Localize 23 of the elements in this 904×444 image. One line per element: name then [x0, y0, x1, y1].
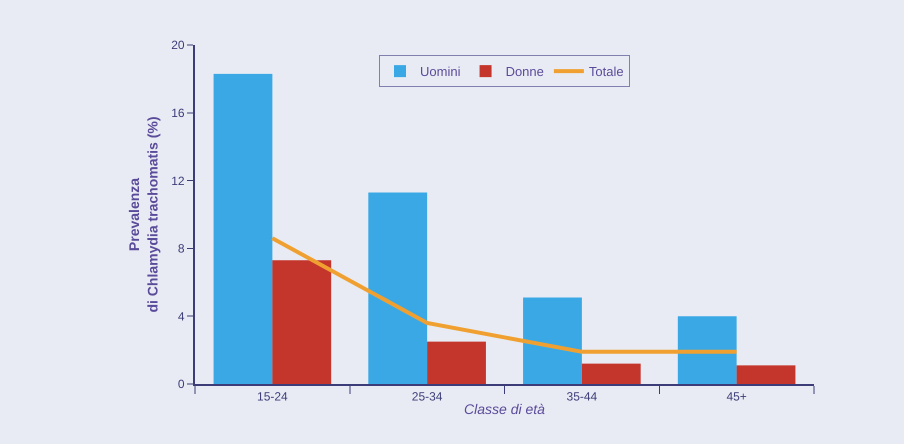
legend-label: Donne — [506, 64, 544, 80]
bar — [678, 316, 737, 384]
bar — [214, 74, 272, 384]
x-tick-label: 45+ — [726, 389, 747, 404]
bar — [582, 364, 641, 384]
y-tick-label: 4 — [178, 309, 185, 324]
x-tick-label: 15-24 — [257, 389, 288, 404]
bar — [523, 298, 582, 384]
legend-label: Totale — [588, 64, 624, 80]
x-tick-label: 35-44 — [566, 389, 598, 404]
y-tick-label: 12 — [171, 174, 185, 188]
bar — [272, 260, 332, 384]
bar — [427, 342, 486, 384]
legend-label: Uomini — [420, 64, 461, 80]
bar — [736, 365, 796, 384]
y-tick-label: 16 — [171, 106, 185, 120]
y-tick-label: 8 — [178, 242, 185, 256]
y-tick-label: 0 — [178, 377, 185, 392]
bar — [368, 192, 428, 384]
x-axis-title: Classe di età — [464, 401, 546, 418]
y-axis-title: Prevalenza di Chlamydia trachomatis (%) — [126, 116, 160, 313]
y-tick-label: 20 — [171, 38, 185, 52]
x-tick-label: 25-34 — [412, 389, 443, 404]
